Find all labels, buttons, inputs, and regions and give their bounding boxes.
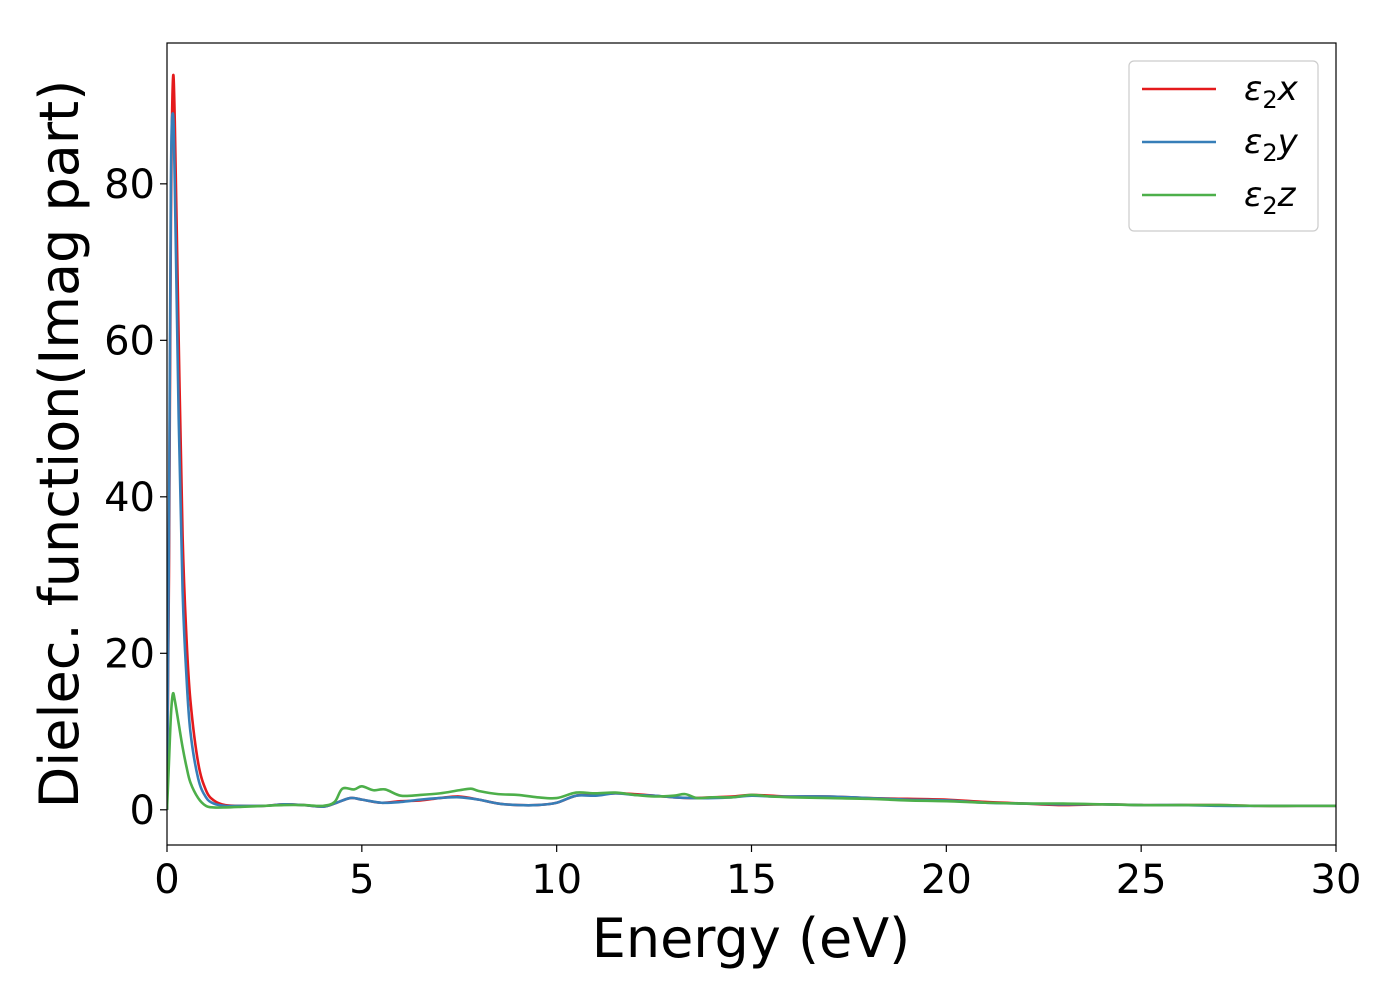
legend-label-x: ε2x [1244,69,1299,114]
x-tick-label: 20 [921,857,972,903]
series-line-z [167,691,1336,810]
legend-label-suffix: x [1277,69,1299,109]
x-tick-label: 5 [349,857,374,903]
legend-label-base: ε [1244,122,1262,162]
y-tick-label: 0 [130,788,155,834]
x-tick-label: 15 [726,857,777,903]
legend-label-y: ε2y [1244,122,1299,167]
legend-label-subscript: 2 [1262,86,1277,114]
x-tick-label: 0 [154,857,179,903]
series-group [167,73,1336,810]
x-tick-label: 30 [1311,857,1362,903]
legend-box [1128,60,1319,232]
x-tick-label: 10 [531,857,582,903]
x-axis: 0 5 10 15 20 25 30 [154,845,1361,903]
legend-label-z: ε2z [1244,175,1297,220]
y-tick-label: 40 [104,475,155,521]
y-tick-label: 80 [104,162,155,208]
y-tick-label: 20 [104,631,155,677]
legend-label-suffix: y [1277,122,1299,162]
legend-label-base: ε [1244,69,1262,109]
x-axis-label: Energy (eV) [592,907,911,970]
y-axis: 0 20 40 60 80 [104,162,167,834]
legend-label-base: ε [1244,175,1262,215]
legend-label-subscript: 2 [1262,192,1277,220]
legend-label-subscript: 2 [1262,139,1277,167]
y-axis-label: Dielec. function(Imag part) [28,80,91,809]
legend-label-suffix: z [1277,175,1297,215]
y-tick-label: 60 [104,318,155,364]
x-tick-label: 25 [1116,857,1167,903]
